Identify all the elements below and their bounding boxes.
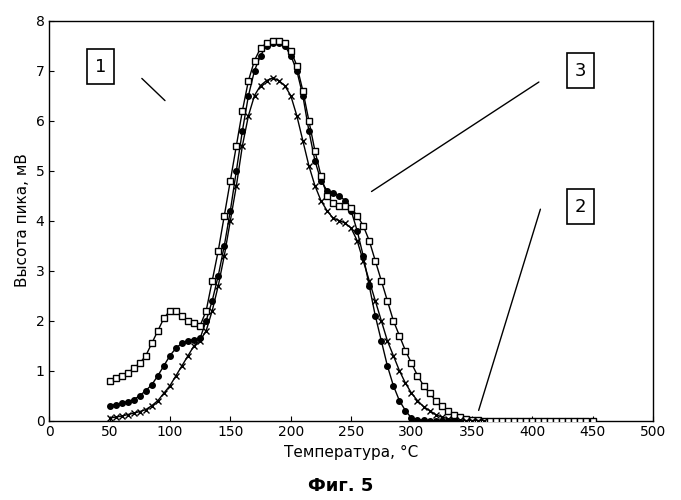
Text: 2: 2 <box>575 198 586 216</box>
Text: Фиг. 5: Фиг. 5 <box>308 477 373 495</box>
Y-axis label: Высота пика, мВ: Высота пика, мВ <box>15 154 30 288</box>
X-axis label: Температура, °C: Температура, °C <box>284 445 418 460</box>
Text: 3: 3 <box>575 62 586 80</box>
Text: 1: 1 <box>95 58 106 76</box>
